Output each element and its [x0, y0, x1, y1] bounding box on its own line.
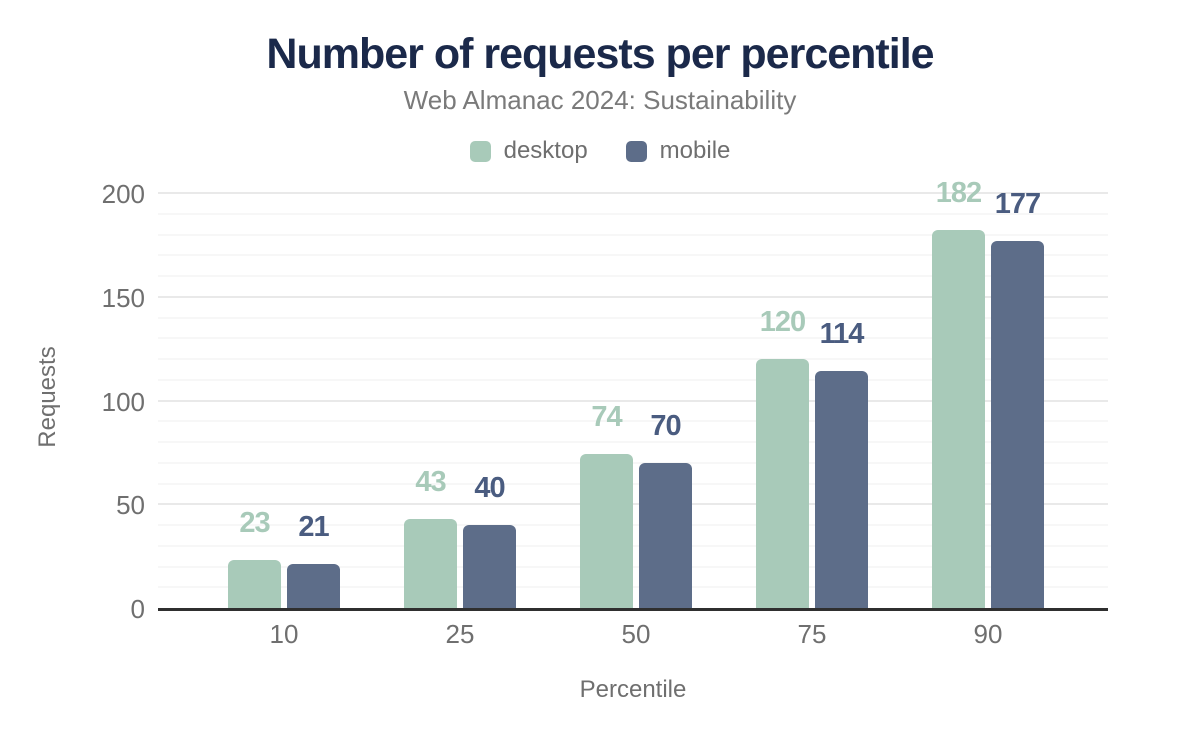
value-label-desktop-p90: 182 [935, 177, 982, 210]
legend: desktop mobile [0, 139, 1200, 163]
bar-mobile-p75[interactable] [815, 371, 868, 608]
gridline-160 [158, 275, 1108, 277]
legend-item-desktop[interactable]: desktop [469, 137, 588, 164]
y-tick-50: 50 [116, 490, 145, 521]
gridline-120 [158, 358, 1108, 360]
bar-desktop-p25[interactable] [404, 518, 457, 608]
chart-subtitle: Web Almanac 2024: Sustainability [403, 85, 797, 115]
bar-desktop-p90[interactable] [932, 230, 985, 608]
x-tick-50: 50 [621, 619, 651, 649]
gridline-140 [158, 316, 1108, 319]
value-label-mobile-p75: 114 [819, 318, 865, 351]
gridline-130 [158, 337, 1108, 340]
y-tick-200: 200 [101, 179, 145, 209]
gridline-180 [158, 233, 1108, 236]
bar-mobile-p25[interactable] [463, 525, 516, 608]
gridline-30 [158, 544, 1108, 547]
chart-title: Number of requests per percentile [266, 30, 934, 78]
bar-mobile-p50[interactable] [639, 462, 692, 608]
x-tick-75: 75 [797, 619, 827, 649]
legend-swatch-mobile-icon [625, 140, 647, 162]
gridline-170 [158, 254, 1108, 257]
gridline-80 [158, 441, 1108, 443]
value-label-mobile-p25: 40 [474, 472, 505, 504]
gridline-10 [158, 586, 1108, 589]
bar-desktop-p10[interactable] [228, 560, 281, 608]
x-axis-title: Percentile [579, 676, 687, 703]
gridline-40 [158, 524, 1108, 526]
plot-area: 23 21 43 40 74 70 120 114 182 177 [158, 179, 1108, 611]
bar-desktop-p75[interactable] [756, 359, 809, 608]
value-label-mobile-p50: 70 [650, 409, 681, 442]
value-label-mobile-p90: 177 [994, 187, 1041, 220]
value-label-desktop-p50: 74 [591, 401, 622, 434]
value-label-mobile-p10: 21 [298, 511, 329, 544]
y-tick-100: 100 [101, 386, 145, 417]
gridline-70 [158, 461, 1108, 464]
y-tick-150: 150 [101, 282, 145, 313]
gridline-110 [158, 378, 1108, 381]
gridline-150 [158, 295, 1108, 298]
gridline-90 [158, 420, 1108, 423]
bar-mobile-p90[interactable] [991, 240, 1044, 608]
legend-label-mobile: mobile [659, 137, 731, 164]
gridline-60 [158, 482, 1108, 485]
gridline-20 [158, 565, 1108, 568]
gridline-190 [158, 212, 1108, 215]
x-tick-90: 90 [973, 619, 1003, 649]
bar-desktop-p50[interactable] [580, 454, 633, 608]
value-label-desktop-p75: 120 [759, 306, 806, 338]
bar-mobile-p10[interactable] [287, 564, 340, 608]
gridline-100 [158, 399, 1108, 402]
legend-label-desktop: desktop [503, 137, 588, 164]
x-tick-10: 10 [269, 619, 299, 649]
gridline-50 [158, 503, 1108, 506]
y-tick-0: 0 [130, 594, 145, 624]
legend-item-mobile[interactable]: mobile [625, 137, 731, 164]
legend-swatch-desktop-icon [469, 140, 491, 162]
value-label-desktop-p25: 43 [415, 465, 446, 498]
x-tick-25: 25 [445, 619, 475, 649]
gridline-200 [158, 192, 1108, 194]
value-label-desktop-p10: 23 [239, 507, 270, 540]
